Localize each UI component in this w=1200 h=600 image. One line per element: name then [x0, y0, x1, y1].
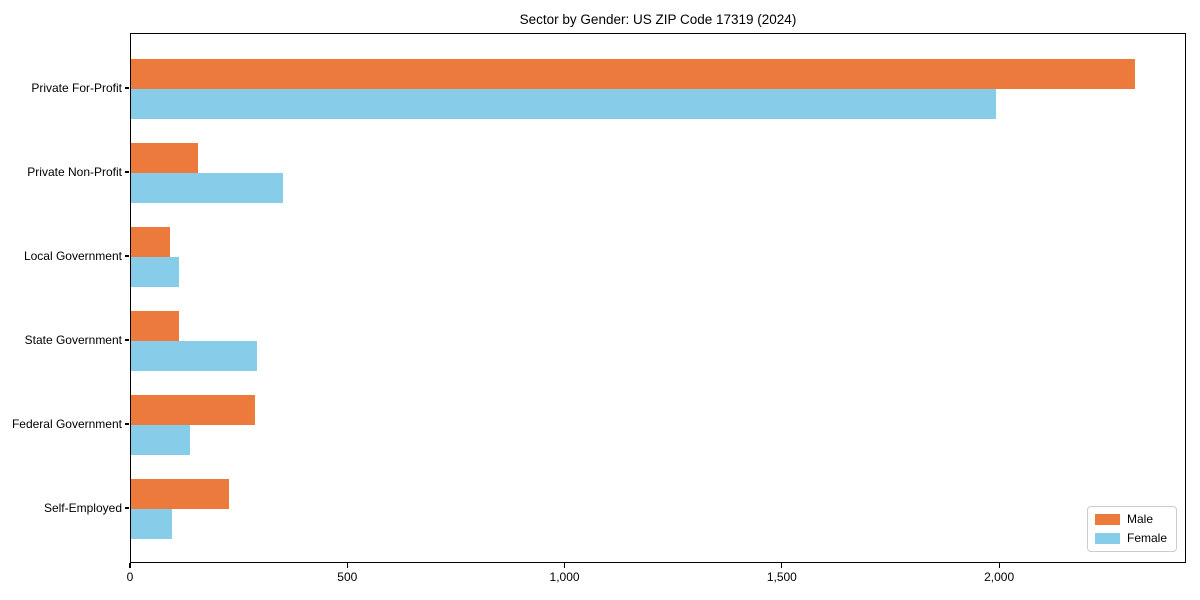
x-tick-label-1500: 1,500: [766, 570, 797, 584]
legend-label-female: Female: [1126, 531, 1167, 545]
x-tick-mark: [563, 563, 566, 568]
y-tick-label-private-non-profit: Private Non-Profit: [27, 165, 122, 179]
y-tick-label-private-for-profit: Private For-Profit: [31, 81, 122, 95]
x-tick-mark: [781, 563, 783, 568]
x-tick-mark: [998, 563, 1000, 568]
y-tick-mark: [125, 87, 129, 89]
y-tick-mark: [125, 171, 129, 173]
x-tick-label-1000: 1,000: [549, 570, 580, 584]
plot-area: Male Female: [130, 33, 1186, 563]
x-tick-label-0: 0: [126, 570, 134, 584]
bar-male-local-government: [131, 227, 171, 257]
y-tick-mark: [125, 339, 129, 341]
bar-male-self-employed: [131, 479, 229, 509]
bar-male-federal-government: [131, 395, 255, 425]
bar-female-private-for-profit: [131, 89, 996, 119]
bars-layer: [131, 34, 1185, 562]
legend-swatch-male-icon: [1094, 514, 1120, 525]
bar-male-private-for-profit: [131, 59, 1135, 89]
y-tick-mark: [125, 423, 129, 425]
legend: Male Female: [1086, 506, 1177, 552]
bar-female-local-government: [131, 257, 179, 287]
legend-row-female: Female: [1094, 531, 1167, 546]
bar-male-state-government: [131, 311, 179, 341]
bar-female-self-employed: [131, 509, 173, 539]
x-tick-label-2000: 2,000: [984, 570, 1015, 584]
legend-row-male: Male: [1094, 512, 1167, 527]
bar-female-private-non-profit: [131, 173, 284, 203]
y-tick-mark: [125, 255, 129, 257]
x-tick-mark: [129, 563, 131, 568]
bar-female-state-government: [131, 341, 257, 371]
bar-male-private-non-profit: [131, 143, 199, 173]
y-tick-mark: [125, 507, 129, 509]
legend-swatch-female-icon: [1094, 533, 1120, 544]
chart-title: Sector by Gender: US ZIP Code 17319 (202…: [519, 12, 797, 27]
legend-label-male: Male: [1126, 512, 1153, 526]
x-tick-mark: [346, 563, 348, 568]
y-tick-label-state-government: State Government: [24, 333, 122, 347]
bar-female-federal-government: [131, 425, 190, 455]
x-tick-label-500: 500: [337, 570, 358, 584]
y-tick-label-local-government: Local Government: [23, 249, 122, 263]
y-tick-label-federal-government: Federal Government: [11, 417, 122, 431]
y-tick-label-self-employed: Self-Employed: [43, 501, 122, 515]
